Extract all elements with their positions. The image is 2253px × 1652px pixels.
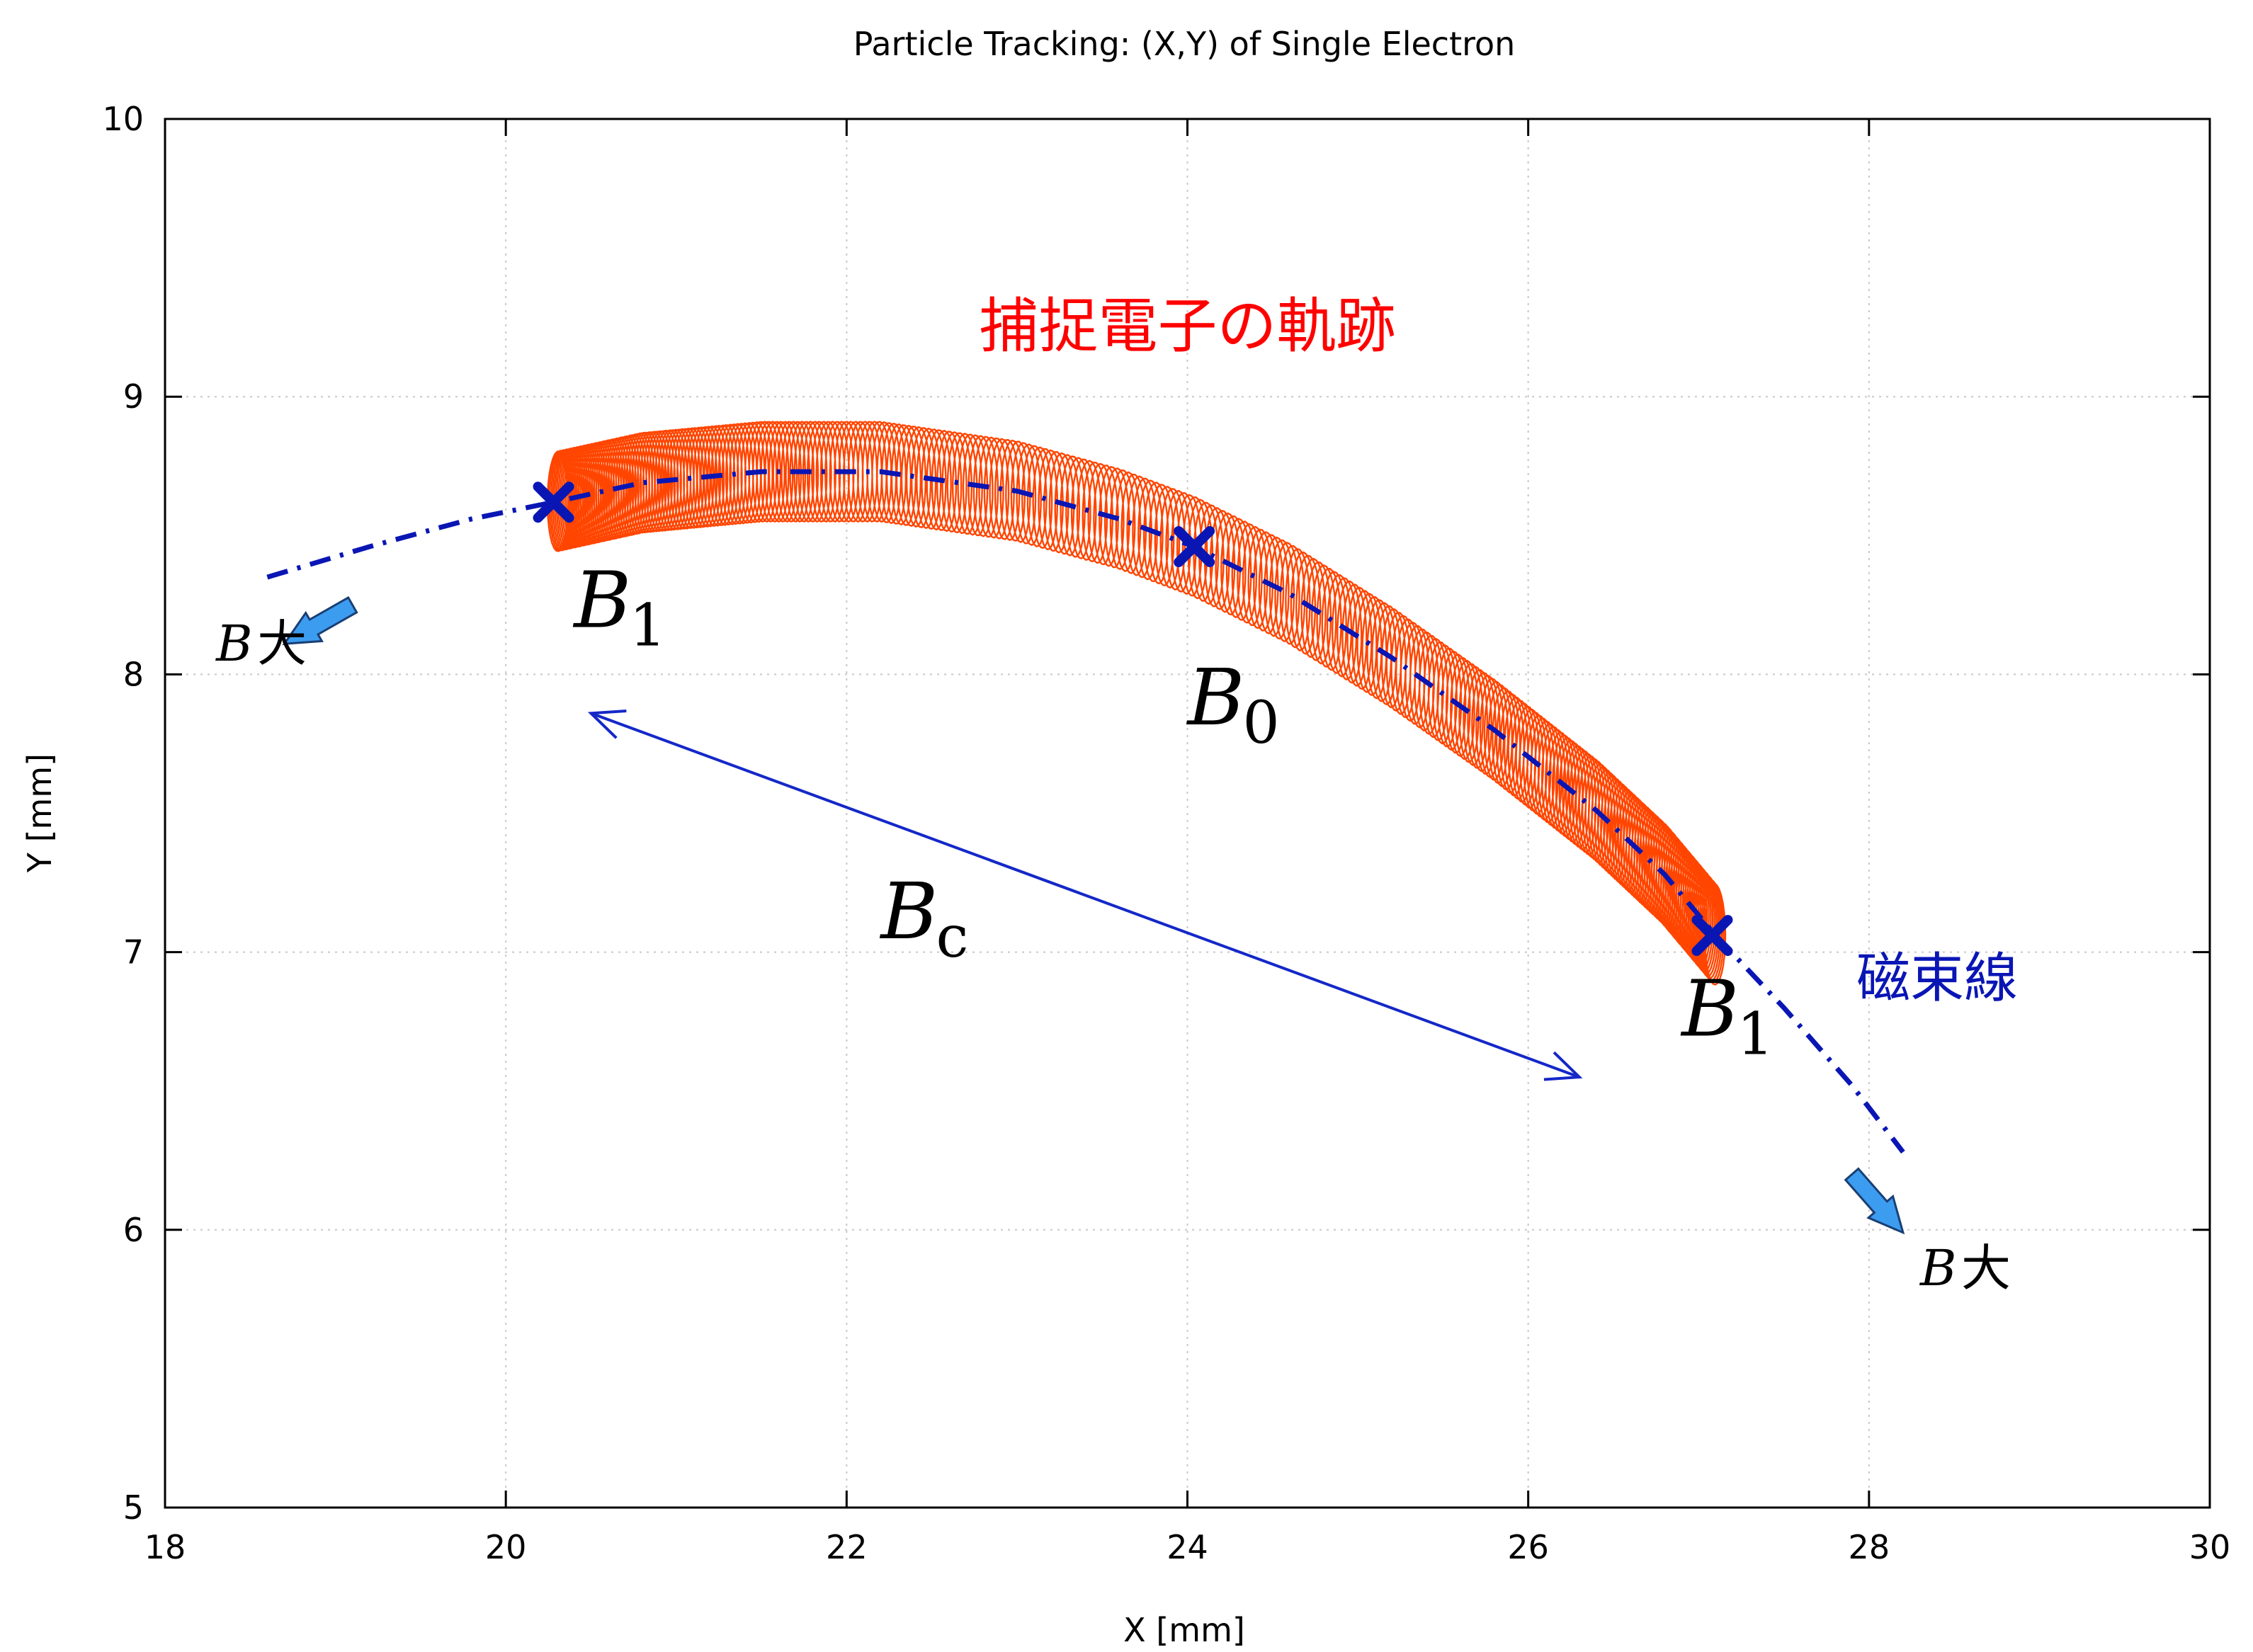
grid-lines [165,119,2210,1508]
marker-label-main: B [572,555,631,646]
trajectory-label: 捕捉電子の軌跡 [979,292,1395,361]
b-large-right-label-suffix: 大 [1961,1239,2011,1297]
y-tick-label: 7 [123,933,144,972]
trajectory-series-line [546,421,1727,986]
marker-cross-stroke [533,482,574,523]
b-large-right-label-main: B [1919,1239,1956,1297]
marker-label-sub: 1 [629,593,666,660]
b-large-right-arrow [1844,1167,1905,1235]
b-large-left-label-main: B [215,615,252,673]
x-axis-label: X [mm] [1123,1611,1245,1649]
x-tick-label: 24 [1167,1528,1208,1566]
x-tick-label: 20 [485,1528,527,1566]
x-tick-label: 26 [1507,1528,1549,1566]
b-large-left-label-suffix: 大 [257,615,307,673]
x-tick-label: 18 [144,1528,186,1566]
y-tick-label: 10 [102,100,144,138]
marker-point [533,482,574,523]
y-tick-label: 6 [123,1211,144,1249]
marker-point [1174,525,1215,567]
bc-arrow-head-start [587,709,627,739]
bc-arrow-line [590,712,1580,1078]
chart-title: Particle Tracking: (X,Y) of Single Elect… [853,25,1516,63]
marker-label-main: B [1680,963,1739,1054]
b-large-left-arrow [282,596,358,646]
marker-cross-stroke [1174,525,1215,567]
bc-arrow-head-end [1543,1051,1583,1081]
y-tick-label: 9 [123,377,144,416]
marker-point [1691,915,1733,957]
marker-label-sub: 1 [1737,1001,1774,1068]
marker-label-sub: 0 [1243,690,1280,757]
bc-label-sub: c [936,904,968,971]
x-tick-label: 28 [1849,1528,1890,1566]
y-tick-label: 5 [123,1488,144,1527]
y-tick-label: 8 [123,655,144,693]
x-tick-label: 22 [826,1528,868,1566]
y-axis-label: Y [mm] [21,753,59,873]
bc-label-main: B [879,866,938,957]
marker-label-main: B [1186,652,1245,743]
field-line-label: 磁束線 [1856,946,2018,1009]
x-tick-label: 30 [2189,1528,2231,1566]
marker-cross-stroke [1691,915,1733,957]
